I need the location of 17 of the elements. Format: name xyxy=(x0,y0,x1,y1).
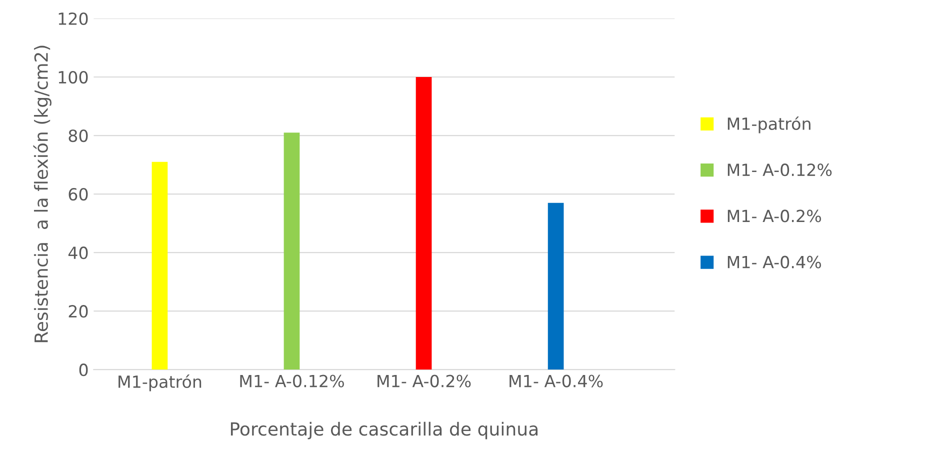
legend-label: M1-patrón xyxy=(728,116,810,134)
y-tick-label: 80 xyxy=(68,129,88,142)
x-tick-label: M1- A-0.4% xyxy=(510,374,603,388)
y-tick-label: 120 xyxy=(58,12,88,26)
y-tick-label: 20 xyxy=(68,305,88,318)
y-tick-label: 0 xyxy=(79,364,88,376)
y-axis-title: Resistencia a la flexión (kg/cm2) xyxy=(33,46,52,342)
y-tick-label: 60 xyxy=(68,188,88,201)
x-tick-label: M1- A-0.2% xyxy=(378,374,471,388)
legend-label: M1- A-0.2% xyxy=(728,210,822,222)
legend-label: M1- A-0.12% xyxy=(728,164,832,176)
legend-label: M1- A-0.4% xyxy=(728,256,822,268)
x-axis-title: Porcentaje de cascarilla de quinua xyxy=(230,422,538,440)
x-tick-label: M1- A-0.12% xyxy=(240,374,344,388)
y-tick-label: 100 xyxy=(58,70,88,84)
x-tick-label: M1-patrón xyxy=(118,374,202,392)
y-tick-label: 40 xyxy=(68,246,88,260)
